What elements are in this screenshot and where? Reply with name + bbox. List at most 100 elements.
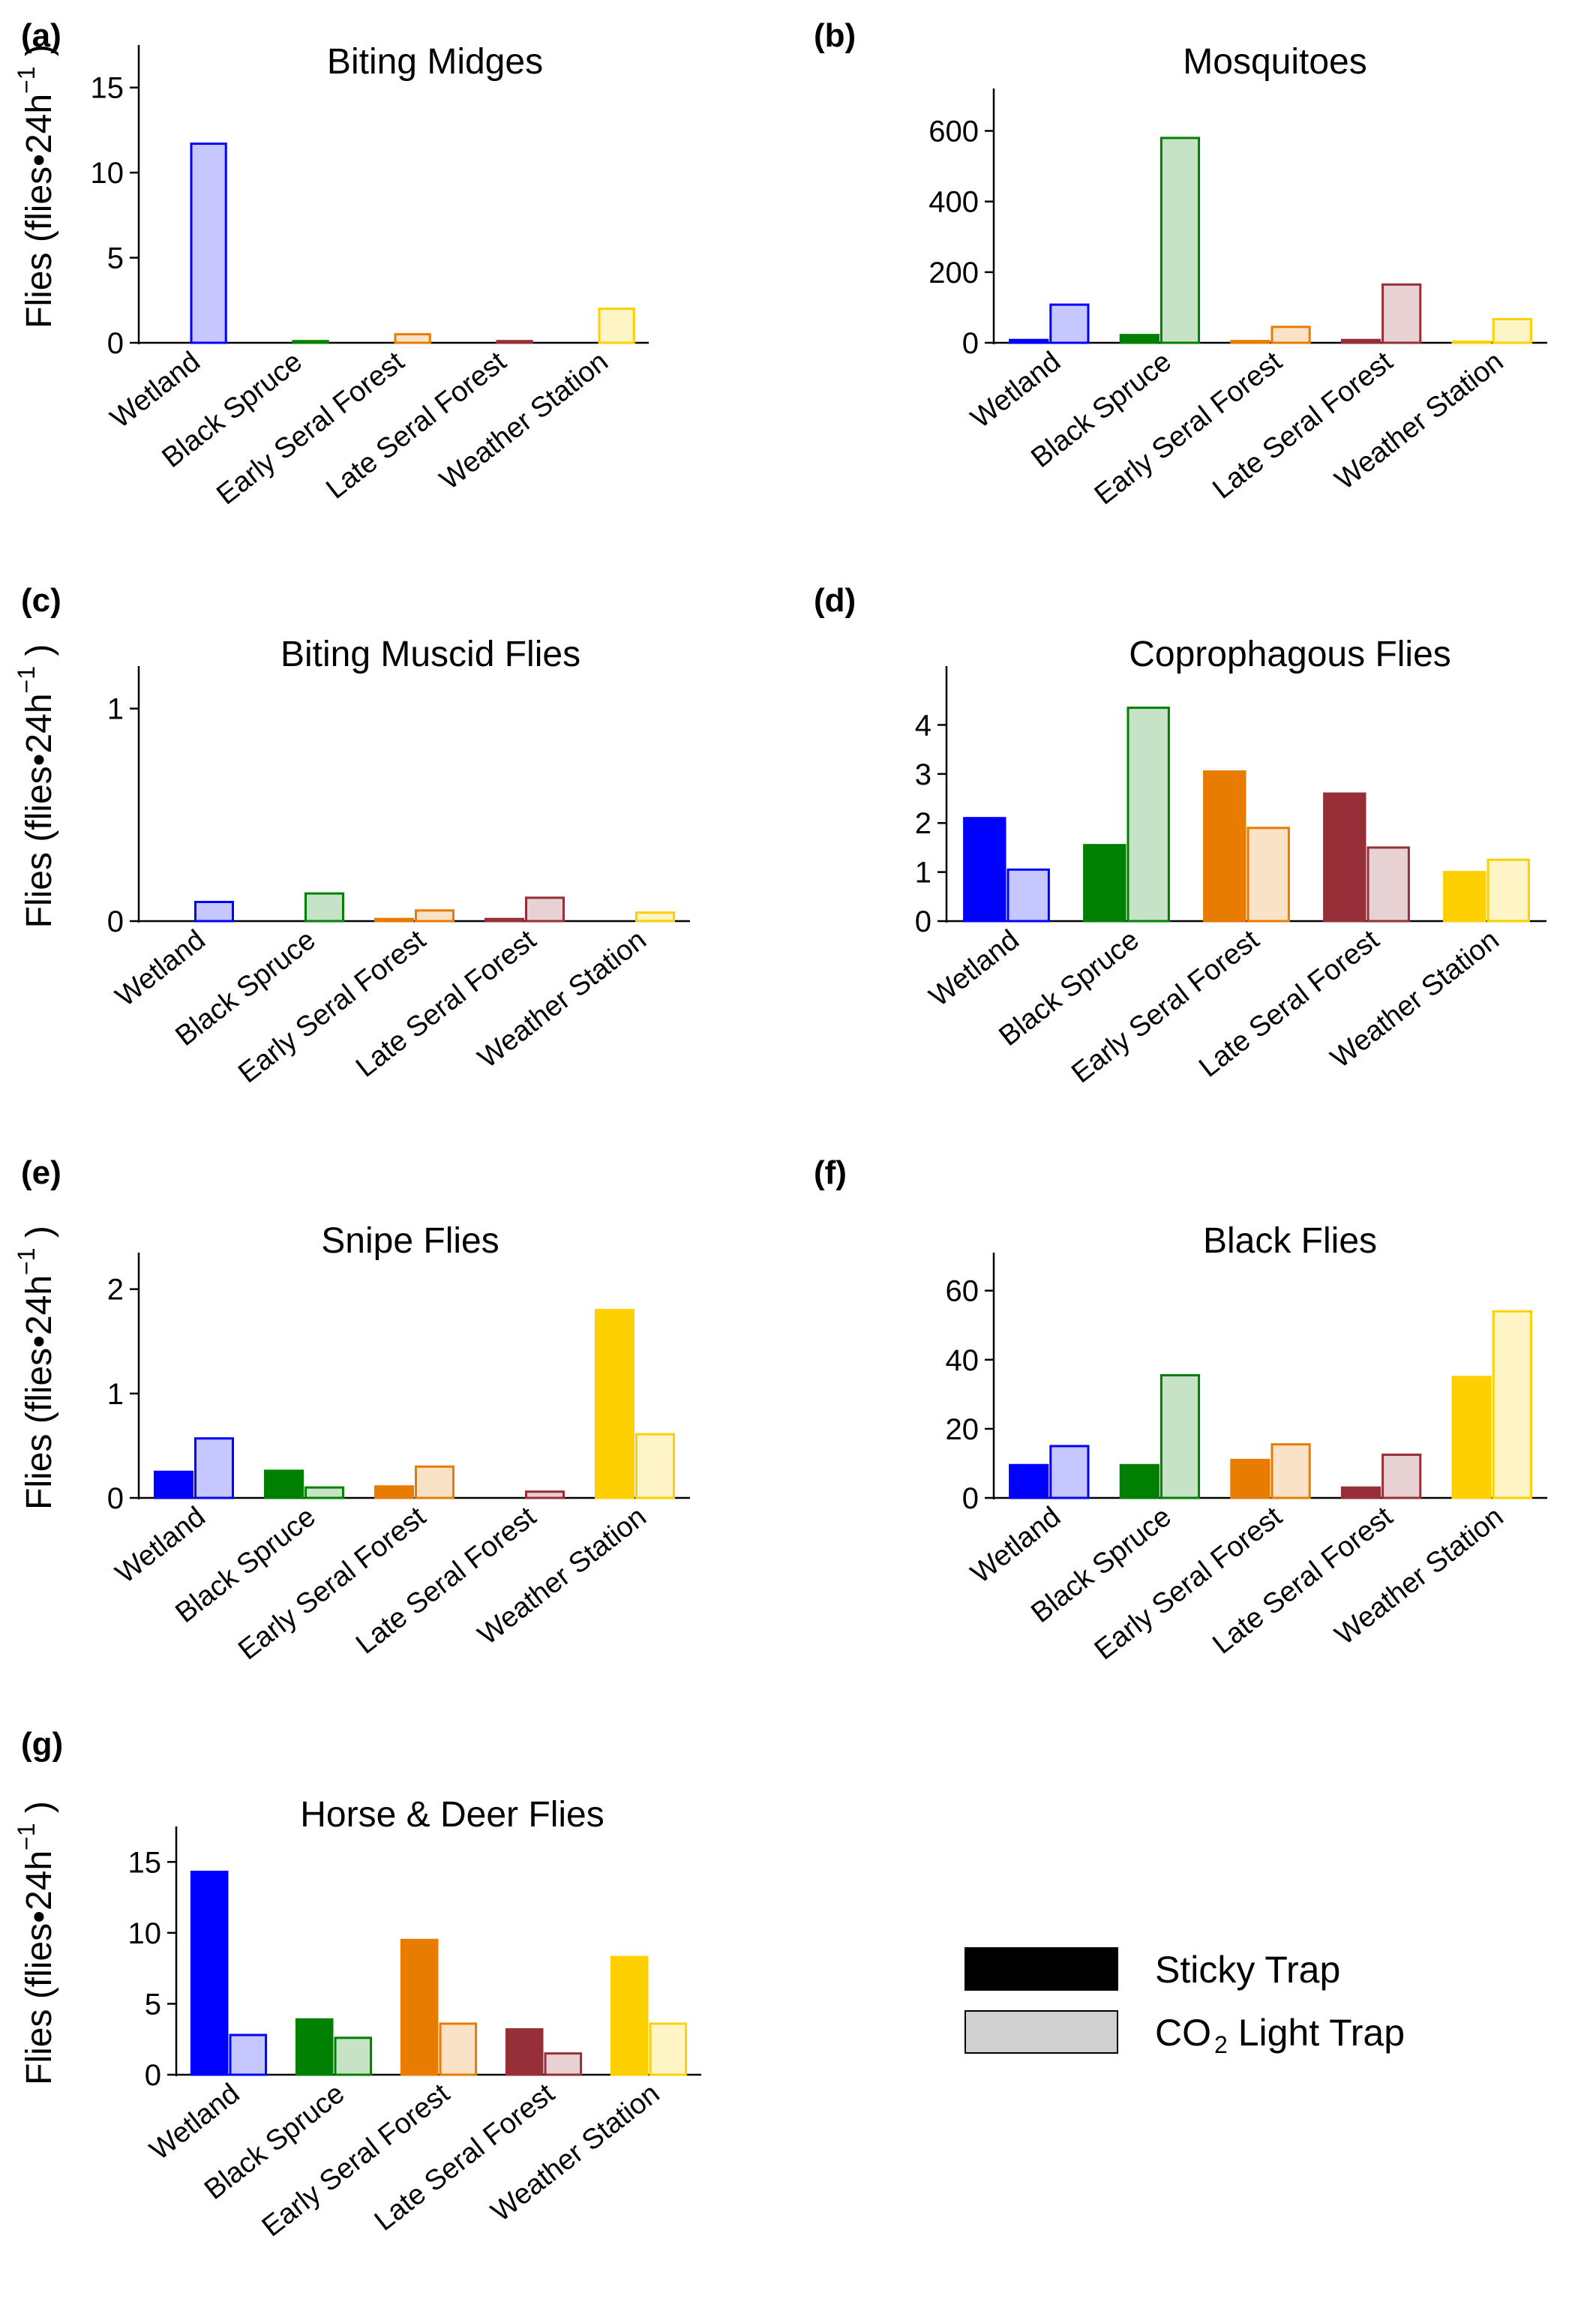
legend: Sticky Trap CO 2 Light Trap — [964, 1947, 1405, 2058]
bar-co2-late-seral-forest — [525, 1490, 565, 1499]
legend-swatch-co2 — [964, 2010, 1118, 2054]
y-tick-label: 40 — [946, 1344, 980, 1377]
bar-sticky-wetland — [1009, 1463, 1049, 1499]
panel-label: (a) — [21, 17, 62, 54]
y-tick-label: 4 — [915, 709, 932, 742]
panel-label: (c) — [21, 582, 62, 619]
x-tick-label: Weather Station — [434, 346, 614, 496]
bar-sticky-black-spruce — [1083, 844, 1126, 923]
x-tick-label: Wetland — [110, 1501, 212, 1590]
y-axis-label: Flies (flies•24h−1 ) — [13, 44, 59, 329]
y-tick-label: 1 — [107, 693, 124, 726]
panel-e-chart: (e) Snipe Flies 0 1 2 Flies (flies•24h−1 ) Wet… — [13, 1154, 690, 1666]
y-tick-label: 0 — [107, 905, 124, 938]
bar-co2-late-seral-forest — [1382, 1453, 1422, 1499]
y-tick-label: 60 — [946, 1275, 980, 1308]
x-tick-label: Early Seral Forest — [211, 346, 410, 512]
x-tick-label: Wetland — [110, 924, 212, 1013]
y-tick-label: 15 — [128, 1846, 162, 1879]
y-tick-label: 200 — [928, 257, 979, 290]
panel-title: Mosquitoes — [1183, 42, 1366, 82]
bar-co2-weather-station — [598, 308, 635, 344]
bar-co2-weather-station — [649, 2022, 688, 2076]
bar-co2-weather-station — [1486, 858, 1530, 923]
panel-label: (e) — [21, 1154, 62, 1191]
x-tick-label: Late Seral Forest — [1207, 1501, 1399, 1661]
bar-co2-early-seral-forest — [439, 2022, 478, 2076]
bar-co2-late-seral-forest — [1382, 283, 1422, 344]
bar-co2-wetland — [1049, 303, 1090, 344]
y-tick-label: 0 — [962, 1482, 979, 1515]
panel-label: (d) — [814, 582, 856, 619]
legend-swatch-sticky — [964, 1947, 1118, 1991]
y-tick-label: 1 — [107, 1378, 124, 1411]
y-tick-label: 5 — [107, 242, 124, 275]
panel-a-chart: (a) Biting Midges 0 5 10 15 Flies (flies•24h−1… — [13, 17, 649, 511]
panel-title: Coprophagous Flies — [1129, 635, 1451, 674]
bar-co2-black-spruce — [1126, 707, 1170, 923]
bar-sticky-early-seral-forest — [1230, 340, 1270, 344]
bar-co2-weather-station — [635, 911, 675, 923]
bar-co2-late-seral-forest — [1366, 846, 1410, 923]
panel-label: (g) — [21, 1726, 63, 1763]
y-tick-label: 2 — [107, 1274, 124, 1307]
bar-co2-weather-station — [1492, 317, 1532, 344]
bar-sticky-black-spruce — [264, 1469, 304, 1499]
bar-co2-early-seral-forest — [1270, 1443, 1311, 1499]
x-tick-label: Early Seral Forest — [232, 1501, 432, 1667]
panel-c-chart: (c) Biting Muscid Flies 0 1 Flies (flies•24h… — [13, 582, 690, 1089]
bar-co2-late-seral-forest — [544, 2052, 583, 2076]
panel-label: (f) — [814, 1154, 847, 1191]
bar-co2-late-seral-forest — [496, 340, 533, 344]
legend-label-sticky: Sticky Trap — [1155, 1949, 1340, 1991]
x-tick-label: Early Seral Forest — [256, 2078, 456, 2243]
x-tick-label: Late Seral Forest — [1207, 346, 1399, 506]
x-tick-label: Early Seral Forest — [232, 924, 432, 1090]
bar-co2-early-seral-forest — [415, 909, 454, 923]
y-tick-label: 1 — [915, 857, 932, 890]
x-tick-label: Early Seral Forest — [1089, 346, 1288, 512]
x-tick-label: Late Seral Forest — [350, 1501, 542, 1661]
y-tick-label: 2 — [915, 807, 932, 840]
y-tick-label: 600 — [928, 116, 979, 149]
y-tick-label: 3 — [915, 758, 932, 791]
bar-co2-black-spruce — [304, 892, 344, 923]
bar-co2-weather-station — [635, 1433, 675, 1499]
x-tick-label: Wetland — [965, 1501, 1066, 1590]
bar-co2-wetland — [1006, 868, 1050, 923]
bar-sticky-weather-station — [595, 1309, 635, 1499]
bar-sticky-wetland — [1009, 338, 1049, 344]
bar-sticky-weather-station — [610, 1955, 649, 2076]
legend-label-co2: CO 2 Light Trap — [1155, 2012, 1405, 2058]
y-tick-label: 15 — [91, 72, 124, 105]
y-tick-label: 0 — [962, 327, 979, 360]
panel-label: (b) — [814, 17, 856, 54]
y-tick-label: 10 — [91, 157, 124, 190]
panel-title: Biting Midges — [327, 42, 543, 82]
bar-sticky-weather-station — [1451, 341, 1492, 344]
bar-sticky-late-seral-forest — [484, 917, 525, 923]
panel-title: Horse & Deer Flies — [300, 1795, 604, 1835]
y-tick-label: 400 — [928, 186, 979, 219]
bar-sticky-black-spruce — [1119, 1463, 1160, 1499]
y-axis-label: Flies (flies•24h−1 ) — [13, 1801, 59, 2085]
bar-co2-black-spruce — [1160, 1374, 1201, 1499]
y-axis-label: Flies (flies•24h−1 ) — [13, 644, 59, 929]
y-tick-label: 10 — [128, 1917, 162, 1950]
bar-co2-wetland — [190, 143, 227, 344]
bar-co2-late-seral-forest — [525, 896, 565, 923]
panel-title: Snipe Flies — [321, 1221, 499, 1261]
bar-sticky-wetland — [190, 1871, 229, 2076]
panel-title: Black Flies — [1203, 1221, 1377, 1261]
bar-co2-black-spruce — [304, 1486, 344, 1499]
bar-co2-early-seral-forest — [1270, 326, 1311, 344]
bar-sticky-early-seral-forest — [400, 1938, 439, 2076]
bar-sticky-black-spruce — [295, 2018, 334, 2076]
y-tick-label: 20 — [946, 1413, 980, 1446]
bar-sticky-early-seral-forest — [1203, 770, 1246, 923]
bar-sticky-early-seral-forest — [1230, 1458, 1270, 1499]
y-tick-label: 0 — [107, 327, 124, 360]
